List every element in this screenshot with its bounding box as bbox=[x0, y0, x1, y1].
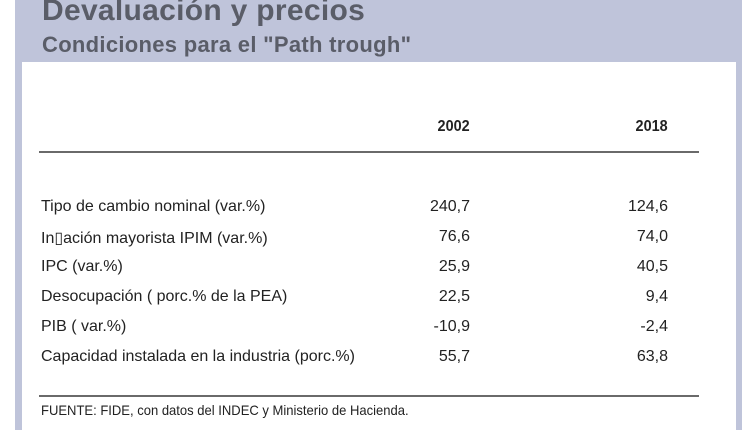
value-2002: 240,7 bbox=[429, 198, 470, 215]
value-2018: 63,8 bbox=[636, 348, 668, 365]
page-subtitle: Condiciones para el "Path trough" bbox=[42, 32, 412, 57]
header-divider bbox=[39, 151, 699, 153]
value-2018: 124,6 bbox=[627, 198, 668, 215]
value-2018: 9,4 bbox=[645, 288, 668, 305]
table-row: In▯ación mayorista IPIM (var.%) 76,6 74,… bbox=[0, 228, 750, 252]
table-row: PIB ( var.%) -10,9 -2,4 bbox=[0, 318, 750, 342]
page-title: Devaluación y precios bbox=[42, 0, 366, 27]
footer-divider bbox=[39, 395, 699, 397]
column-header-2018: 2018 bbox=[635, 118, 668, 135]
row-label: Tipo de cambio nominal (var.%) bbox=[41, 198, 266, 215]
value-2002: 25,9 bbox=[438, 258, 470, 275]
row-label: In▯ación mayorista IPIM (var.%) bbox=[41, 230, 268, 247]
value-2002: 76,6 bbox=[438, 228, 470, 245]
row-label: PIB ( var.%) bbox=[41, 318, 127, 335]
value-2018: 40,5 bbox=[636, 258, 668, 275]
table-row: Capacidad instalada en la industria (por… bbox=[0, 348, 750, 372]
column-header-2002: 2002 bbox=[437, 118, 470, 135]
row-label: IPC (var.%) bbox=[41, 258, 123, 275]
row-label: Capacidad instalada en la industria (por… bbox=[41, 348, 355, 365]
row-label: Desocupación ( porc.% de la PEA) bbox=[41, 288, 288, 305]
value-2002: -10,9 bbox=[433, 318, 470, 335]
table-row: Tipo de cambio nominal (var.%) 240,7 124… bbox=[0, 198, 750, 222]
table-row: IPC (var.%) 25,9 40,5 bbox=[0, 258, 750, 282]
value-2018: -2,4 bbox=[640, 318, 668, 335]
value-2002: 55,7 bbox=[438, 348, 470, 365]
source-note: FUENTE: FIDE, con datos del INDEC y Mini… bbox=[41, 402, 409, 418]
table-row: Desocupación ( porc.% de la PEA) 22,5 9,… bbox=[0, 288, 750, 312]
value-2002: 22,5 bbox=[438, 288, 470, 305]
value-2018: 74,0 bbox=[636, 228, 668, 245]
table-sheet bbox=[22, 62, 736, 430]
